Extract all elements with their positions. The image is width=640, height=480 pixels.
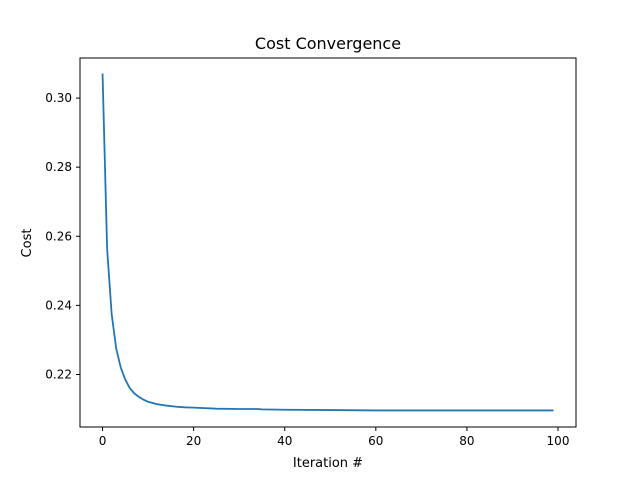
x-tick-label: 60 xyxy=(368,434,383,448)
chart-title: Cost Convergence xyxy=(255,34,401,53)
axes-frame xyxy=(79,57,577,428)
x-tick-label: 20 xyxy=(186,434,201,448)
x-tick-label: 0 xyxy=(99,434,107,448)
x-tick-label: 80 xyxy=(459,434,474,448)
y-tick-label: 0.24 xyxy=(45,298,72,312)
y-tick-label: 0.26 xyxy=(45,229,72,243)
y-tick-label: 0.30 xyxy=(45,91,72,105)
x-tick-label: 100 xyxy=(547,434,570,448)
y-tick-label: 0.22 xyxy=(45,367,72,381)
y-axis-label: Cost xyxy=(20,229,35,258)
ticks-layer: 0 20 40 60 80 100 0.22 0.24 0.26 0.28 0.30 xyxy=(45,91,569,448)
series-line-0 xyxy=(101,73,554,412)
y-tick-label: 0.28 xyxy=(45,160,72,174)
plot-layer xyxy=(101,73,554,412)
x-axis-label: Iteration # xyxy=(293,456,363,471)
x-tick-label: 40 xyxy=(277,434,292,448)
